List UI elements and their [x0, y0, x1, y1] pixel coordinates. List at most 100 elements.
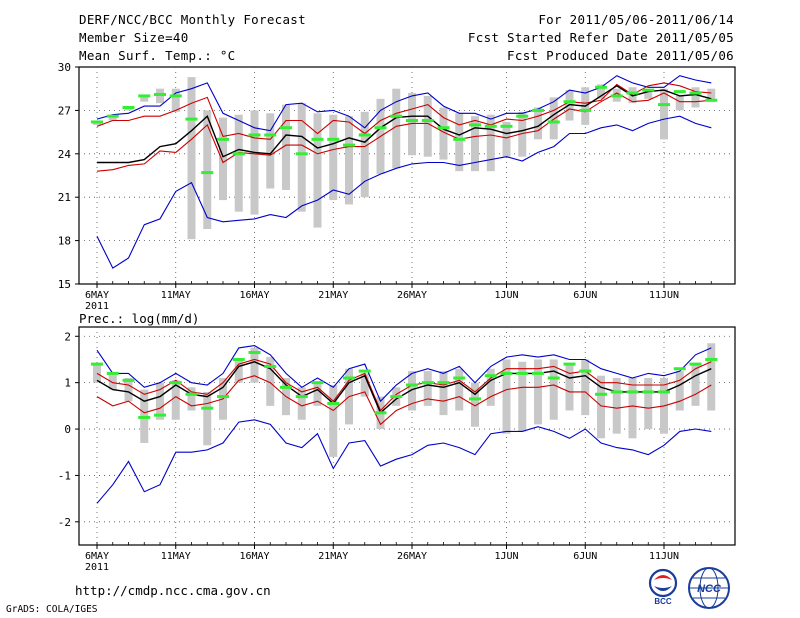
panel2-ensemble-range-bar — [549, 359, 558, 420]
panel2-observed-marker — [547, 376, 560, 380]
panel2-ensemble-range-bar — [234, 359, 243, 383]
panel2-observed-marker — [138, 415, 151, 419]
grads-credit: GrADS: COLA/IGES — [6, 604, 98, 615]
panel1-ensemble-range-bar — [534, 107, 542, 140]
panel1-observed-marker — [689, 91, 702, 95]
panel1-frame — [78, 66, 736, 285]
panel2-ensemble-range-bar — [203, 391, 212, 446]
panel2-ensemble-range-bar — [297, 387, 306, 420]
panel1-ensemble-range-bar — [345, 116, 353, 205]
panel2-ensemble-range-bar — [534, 359, 542, 425]
panel2-ensemble-range-bar — [628, 378, 637, 439]
member-size: Member Size=40 — [79, 30, 189, 45]
panel2-observed-marker — [390, 395, 403, 399]
panel1-ensemble-range-bar — [266, 113, 275, 189]
panel1-observed-marker — [169, 94, 182, 98]
panel1-observed-marker — [138, 94, 151, 98]
panel1-observed-marker — [280, 126, 292, 130]
panel1-xtick-label: 16MAY — [239, 290, 269, 301]
panel2-xtick-label: 21MAY — [318, 551, 348, 562]
panel2-ensemble-range-bar — [250, 347, 259, 383]
panel2-ensemble-range-bar — [108, 373, 117, 390]
panel1-ensemble-range-bar — [108, 117, 117, 121]
panel1-ytick-label: 24 — [58, 148, 72, 161]
forecast-produced-date: Fcst Produced Date 2011/05/06 — [507, 48, 734, 63]
panel1-observed-marker — [390, 114, 403, 118]
panel1-observed-marker — [547, 120, 560, 124]
panel2-ensemble-range-bar — [455, 368, 464, 411]
ncc-logo-text: NCC — [697, 583, 722, 595]
panel1-observed-marker — [453, 137, 466, 141]
panel1-observed-marker — [500, 124, 513, 128]
panel1-observed-marker — [264, 133, 277, 137]
panel2-ensemble-range-bar — [360, 373, 369, 397]
panel1-ensemble-range-bar — [597, 84, 605, 99]
panel2-observed-marker — [232, 357, 245, 361]
panel1-observed-marker — [626, 91, 639, 95]
forecast-period: For 2011/05/06-2011/06/14 — [538, 12, 734, 27]
panel1-ensemble-range-bar — [171, 88, 180, 112]
panel2-ensemble-range-bar — [675, 371, 684, 411]
panel2-observed-marker — [595, 392, 607, 396]
panel2-ensemble-range-bar — [565, 364, 574, 411]
panel2-ensemble-range-bar — [408, 371, 416, 411]
panel1-ensemble-range-bar — [691, 87, 700, 108]
panel1-ensemble-range-bar — [518, 111, 527, 157]
panel2-ytick-label: -2 — [58, 516, 71, 529]
panel1-xtick-label: 21MAY — [318, 290, 348, 301]
panel2-observed-marker — [484, 374, 497, 378]
panel2-observed-marker — [705, 357, 718, 361]
panel1-ensemble-range-bar — [297, 103, 306, 212]
panel2-observed-marker — [421, 381, 434, 385]
panel1-observed-marker — [705, 98, 718, 102]
panel2-observed-marker — [327, 402, 340, 406]
panel1-ensemble-range-bar — [140, 95, 149, 102]
panel2-ensemble-mean-line — [96, 361, 712, 414]
panel1-observed-marker — [248, 133, 261, 137]
panel1-ensemble-range-bar — [439, 107, 448, 160]
panel2-observed-marker — [122, 378, 135, 382]
panel2-observed-marker — [469, 397, 481, 401]
panel2-ensemble-range-bar — [171, 380, 180, 420]
panel1-xtick-label: 1JUN — [494, 290, 518, 301]
panel2-observed-marker — [563, 362, 576, 366]
panel1-observed-marker — [421, 119, 434, 123]
panel1-ensemble-range-bar — [329, 114, 338, 201]
panel1-observed-marker — [358, 133, 371, 137]
panel1-ensemble-range-bar — [502, 121, 511, 157]
panel2-year-label: 2011 — [85, 562, 109, 573]
panel1-ensemble-range-bar — [486, 114, 495, 172]
panel2-observed-marker — [343, 376, 355, 380]
panel1-observed-marker — [295, 152, 308, 156]
panel2-ensemble-range-bar — [486, 368, 495, 406]
panel1-observed-marker — [563, 100, 576, 104]
panel2-observed-marker — [453, 376, 466, 380]
panel1-observed-marker — [406, 119, 418, 123]
panel2-ensemble-range-bar — [612, 378, 621, 434]
panel1-ensemble-range-bar — [471, 116, 479, 172]
panel2-ytick-label: -1 — [58, 469, 71, 482]
panel2-observed-marker — [169, 381, 182, 385]
panel1-observed-marker — [311, 137, 324, 141]
panel1-observed-marker — [201, 171, 214, 175]
panel2-ensemble-min-line — [96, 419, 712, 504]
panel1-observed-marker — [374, 126, 387, 130]
source-url[interactable]: http://cmdp.ncc.cma.gov.cn — [75, 583, 271, 598]
panel2-observed-marker — [374, 411, 387, 415]
panel2-xtick-label: 11MAY — [161, 551, 191, 562]
variable-label: Mean Surf. Temp.: °C — [79, 48, 236, 63]
panel2-ensemble-range-bar — [518, 361, 527, 432]
panel2-xtick-label: 16MAY — [239, 551, 269, 562]
panel2-observed-marker — [516, 371, 529, 375]
panel2-observed-marker — [532, 371, 544, 375]
panel2-observed-marker — [106, 371, 119, 375]
panel1-xtick-label: 11JUN — [649, 290, 679, 301]
panel2-observed-marker — [358, 369, 371, 373]
panel1-ensemble-range-bar — [234, 114, 243, 212]
panel1-spread-upper-line — [96, 82, 712, 140]
panel1-observed-marker — [91, 120, 103, 124]
chart-title: DERF/NCC/BCC Monthly Forecast — [79, 12, 306, 27]
panel1-ensemble-range-bar — [660, 88, 668, 140]
panel1-ensemble-mean-line — [97, 84, 712, 164]
panel2-observed-marker — [689, 362, 702, 366]
